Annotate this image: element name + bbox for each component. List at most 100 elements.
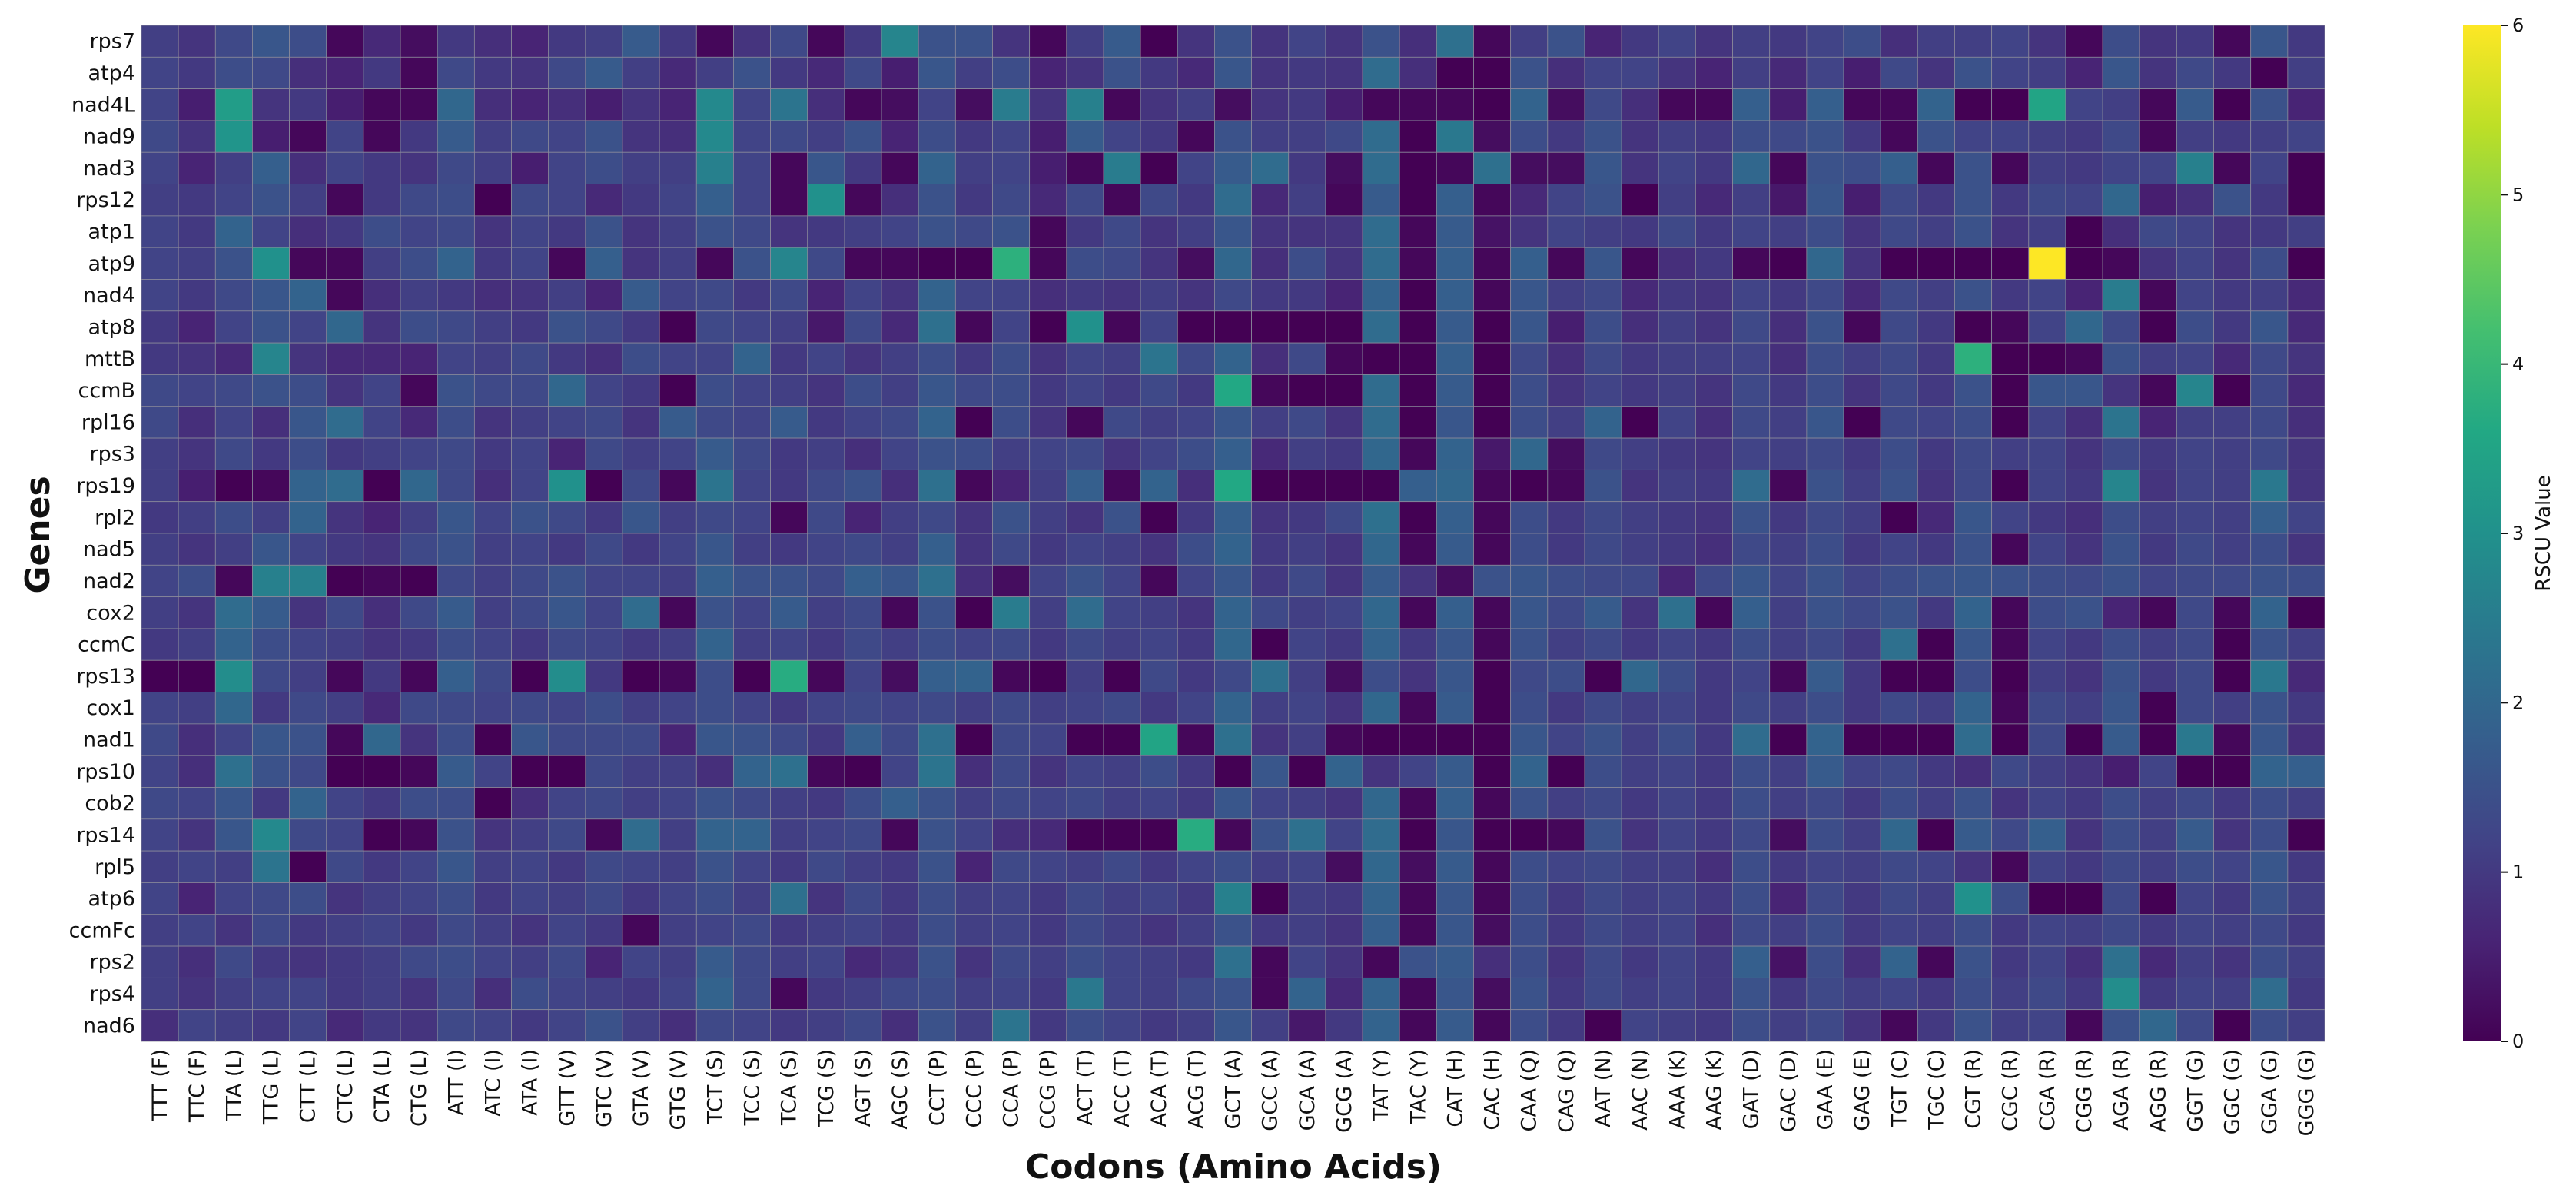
y-tick-label: mttB xyxy=(85,347,135,371)
heatmap-cell xyxy=(1584,437,1622,470)
x-tick-label: TCC (S) xyxy=(741,1049,765,1126)
heatmap-cell xyxy=(770,692,808,725)
heatmap-cell xyxy=(2287,184,2325,217)
heatmap-cell xyxy=(1510,945,1549,978)
heatmap-cell xyxy=(1066,56,1104,90)
heatmap-cell xyxy=(363,850,401,883)
heatmap-cell xyxy=(2287,533,2325,566)
heatmap-cell xyxy=(585,406,623,439)
heatmap-cell xyxy=(659,279,697,312)
heatmap-cell xyxy=(1954,342,1993,375)
heatmap-cell xyxy=(363,406,401,439)
heatmap-cell xyxy=(252,437,290,470)
heatmap-cell xyxy=(363,692,401,725)
heatmap-cell xyxy=(473,692,512,725)
heatmap-cell xyxy=(1954,755,1993,788)
heatmap-cell xyxy=(2287,406,2325,439)
heatmap-cell xyxy=(1843,755,1881,788)
heatmap-cell xyxy=(844,25,882,58)
heatmap-cell xyxy=(511,184,549,217)
heatmap-cell xyxy=(733,184,771,217)
heatmap-cell xyxy=(437,977,475,1011)
heatmap-cell xyxy=(400,882,438,915)
heatmap-cell xyxy=(1325,977,1363,1011)
heatmap-cell xyxy=(770,374,808,407)
heatmap-cell xyxy=(1399,25,1437,58)
heatmap-cell xyxy=(1806,184,1844,217)
heatmap-cell xyxy=(1251,850,1290,883)
heatmap-cell xyxy=(733,564,771,598)
heatmap-cell xyxy=(363,501,401,534)
heatmap-cell xyxy=(1806,151,1844,184)
heatmap-cell xyxy=(695,247,734,280)
heatmap-cell xyxy=(807,914,845,947)
heatmap-cell xyxy=(1806,850,1844,883)
heatmap-cell xyxy=(178,247,216,280)
heatmap-cell xyxy=(1251,437,1290,470)
heatmap-cell xyxy=(992,247,1031,280)
heatmap-cell xyxy=(733,977,771,1011)
heatmap-cell xyxy=(1806,215,1844,248)
heatmap-cell xyxy=(511,659,549,692)
heatmap-cell xyxy=(1140,818,1178,852)
heatmap-cell xyxy=(1621,342,1659,375)
heatmap-cell xyxy=(511,25,549,58)
heatmap-cell xyxy=(2102,882,2140,915)
heatmap-cell xyxy=(770,755,808,788)
x-tick-label: GTT (V) xyxy=(556,1049,579,1127)
heatmap-cell xyxy=(1029,1009,1067,1042)
heatmap-cell xyxy=(1066,215,1104,248)
heatmap-cell xyxy=(1658,596,1696,629)
heatmap-cell xyxy=(1288,723,1326,756)
heatmap-cell xyxy=(1140,469,1178,503)
heatmap-cell xyxy=(1843,184,1881,217)
heatmap-cell xyxy=(1251,215,1290,248)
heatmap-cell xyxy=(1584,215,1622,248)
heatmap-cell xyxy=(1066,564,1104,598)
heatmap-cell xyxy=(992,120,1031,153)
heatmap-cell xyxy=(881,564,919,598)
heatmap-cell xyxy=(1621,120,1659,153)
heatmap-cell xyxy=(659,406,697,439)
heatmap-cell xyxy=(733,755,771,788)
x-tick-label: CGC (R) xyxy=(1999,1049,2023,1131)
heatmap-cell xyxy=(770,310,808,344)
heatmap-cell xyxy=(881,469,919,503)
heatmap-cell xyxy=(1769,596,1808,629)
heatmap-cell xyxy=(289,628,327,661)
heatmap-cell xyxy=(1066,818,1104,852)
heatmap-cell xyxy=(585,564,623,598)
heatmap-cell xyxy=(141,533,179,566)
heatmap-cell xyxy=(400,628,438,661)
heatmap-cell xyxy=(1399,437,1437,470)
heatmap-cell xyxy=(1658,310,1696,344)
heatmap-cell xyxy=(1029,659,1067,692)
heatmap-cell xyxy=(1880,56,1918,90)
colorbar-gradient xyxy=(2463,25,2501,1041)
heatmap-cell xyxy=(1251,56,1290,90)
heatmap-cell xyxy=(1843,374,1881,407)
heatmap-cell xyxy=(2176,1009,2214,1042)
heatmap-cell xyxy=(770,787,808,820)
heatmap-cell xyxy=(252,914,290,947)
heatmap-cell xyxy=(2028,437,2066,470)
heatmap-cell xyxy=(2213,184,2252,217)
heatmap-cell xyxy=(918,818,956,852)
heatmap-cell xyxy=(141,850,179,883)
heatmap-cell xyxy=(1103,120,1141,153)
heatmap-cell xyxy=(178,279,216,312)
heatmap-cell xyxy=(473,850,512,883)
heatmap-cell xyxy=(252,25,290,58)
heatmap-cell xyxy=(214,850,253,883)
heatmap-cell xyxy=(1806,723,1844,756)
heatmap-cell xyxy=(437,755,475,788)
heatmap-cell xyxy=(1991,279,2030,312)
heatmap-cell xyxy=(511,469,549,503)
heatmap-cell xyxy=(1325,342,1363,375)
heatmap-cell xyxy=(1806,56,1844,90)
heatmap-cell xyxy=(622,882,660,915)
heatmap-cell xyxy=(1399,755,1437,788)
heatmap-cell xyxy=(1140,374,1178,407)
heatmap-cell xyxy=(1917,310,1955,344)
heatmap-cell xyxy=(289,596,327,629)
